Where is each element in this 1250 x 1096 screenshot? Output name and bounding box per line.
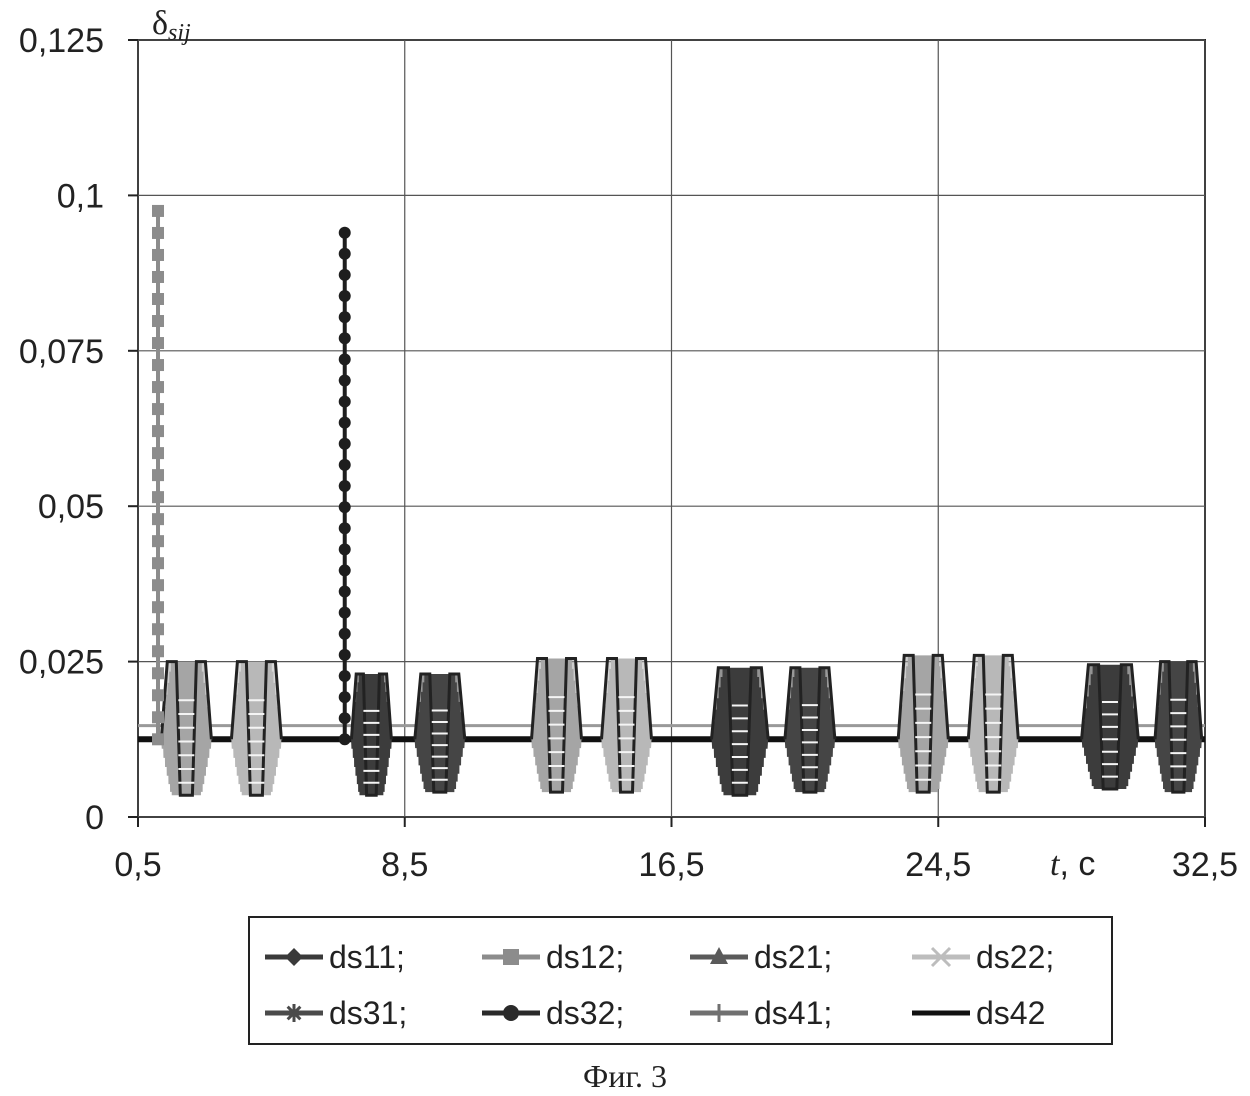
burst-0 (161, 662, 211, 796)
spike-marker (339, 480, 351, 492)
legend-marker (503, 949, 519, 965)
spike-marker (339, 438, 351, 450)
spike-marker (152, 227, 164, 239)
burst-3 (415, 674, 465, 792)
legend-label: ds12; (546, 939, 624, 975)
spike-marker (339, 543, 351, 555)
spike-marker (152, 623, 164, 635)
spike-marker (152, 689, 164, 701)
burst-10 (1082, 665, 1139, 789)
spike-marker (152, 293, 164, 305)
spike-marker (152, 513, 164, 525)
y-axis-symbol: δ (152, 5, 168, 42)
spike-marker (339, 670, 351, 682)
spike-marker (152, 535, 164, 547)
spike-marker (152, 403, 164, 415)
spike-marker (152, 205, 164, 217)
spike-marker (339, 564, 351, 576)
burst-1 (231, 662, 281, 796)
burst-5 (602, 659, 652, 793)
y-axis-subscript: sij (168, 20, 191, 46)
spike-marker (152, 491, 164, 503)
legend-label: ds31; (329, 995, 407, 1031)
legend-label: ds32; (546, 995, 624, 1031)
x-tick-label: 8,5 (381, 846, 428, 884)
legend-label: ds22; (976, 939, 1054, 975)
spike-marker (339, 649, 351, 661)
y-tick-label: 0,075 (19, 333, 104, 371)
spike-marker (339, 691, 351, 703)
x-axis-title: t, с (1050, 845, 1095, 883)
spike-marker (339, 712, 351, 724)
spike-marker (339, 248, 351, 260)
y-tick-label: 0,05 (38, 488, 104, 526)
spike-marker (152, 579, 164, 591)
spike-marker (152, 271, 164, 283)
burst-4 (532, 659, 582, 793)
spike-marker (152, 645, 164, 657)
legend-label: ds41; (754, 995, 832, 1031)
spike-marker (339, 290, 351, 302)
spike-marker (152, 425, 164, 437)
spike-marker (339, 501, 351, 513)
spike-marker (339, 459, 351, 471)
spike-marker (339, 522, 351, 534)
spike-marker (152, 249, 164, 261)
spike-marker (152, 469, 164, 481)
x-axis-unit: , с (1059, 845, 1095, 883)
spike-marker (339, 628, 351, 640)
figure-caption: Фиг. 3 (0, 1058, 1250, 1095)
spike-marker (339, 586, 351, 598)
spike-marker (339, 607, 351, 619)
spike-marker (152, 557, 164, 569)
y-tick-label: 0,1 (57, 177, 104, 215)
spike-marker (339, 311, 351, 323)
spike-marker (339, 269, 351, 281)
legend-label: ds11; (329, 939, 405, 975)
spike-marker (152, 733, 164, 745)
spike-marker (152, 359, 164, 371)
spike-marker (339, 396, 351, 408)
y-axis-title: δsij (152, 5, 191, 46)
legend-label: ds42 (976, 995, 1045, 1031)
spike-marker (152, 711, 164, 723)
spike-marker (152, 337, 164, 349)
spike-marker (152, 667, 164, 679)
spike-marker (152, 447, 164, 459)
burst-6 (712, 668, 769, 795)
spike-marker (339, 733, 351, 745)
y-tick-label: 0,025 (19, 644, 104, 682)
spike-marker (339, 417, 351, 429)
spike-marker (152, 601, 164, 613)
burst-7 (785, 668, 835, 792)
burst-8 (898, 655, 948, 792)
spike-marker (152, 381, 164, 393)
spike-marker (339, 353, 351, 365)
y-tick-label: 0,125 (19, 22, 104, 60)
burst-11 (1155, 662, 1202, 793)
spike-marker (152, 315, 164, 327)
x-tick-label: 0,5 (114, 846, 161, 884)
x-tick-label: 16,5 (638, 846, 704, 884)
spike-marker (339, 374, 351, 386)
x-tick-label: 24,5 (905, 846, 971, 884)
legend-label: ds21; (754, 939, 832, 975)
x-tick-label: 32,5 (1172, 846, 1238, 884)
spike-marker (339, 227, 351, 239)
legend-marker (503, 1005, 519, 1021)
spike-marker (339, 332, 351, 344)
burst-2 (351, 674, 391, 795)
burst-9 (968, 655, 1018, 792)
y-tick-label: 0 (85, 799, 104, 837)
